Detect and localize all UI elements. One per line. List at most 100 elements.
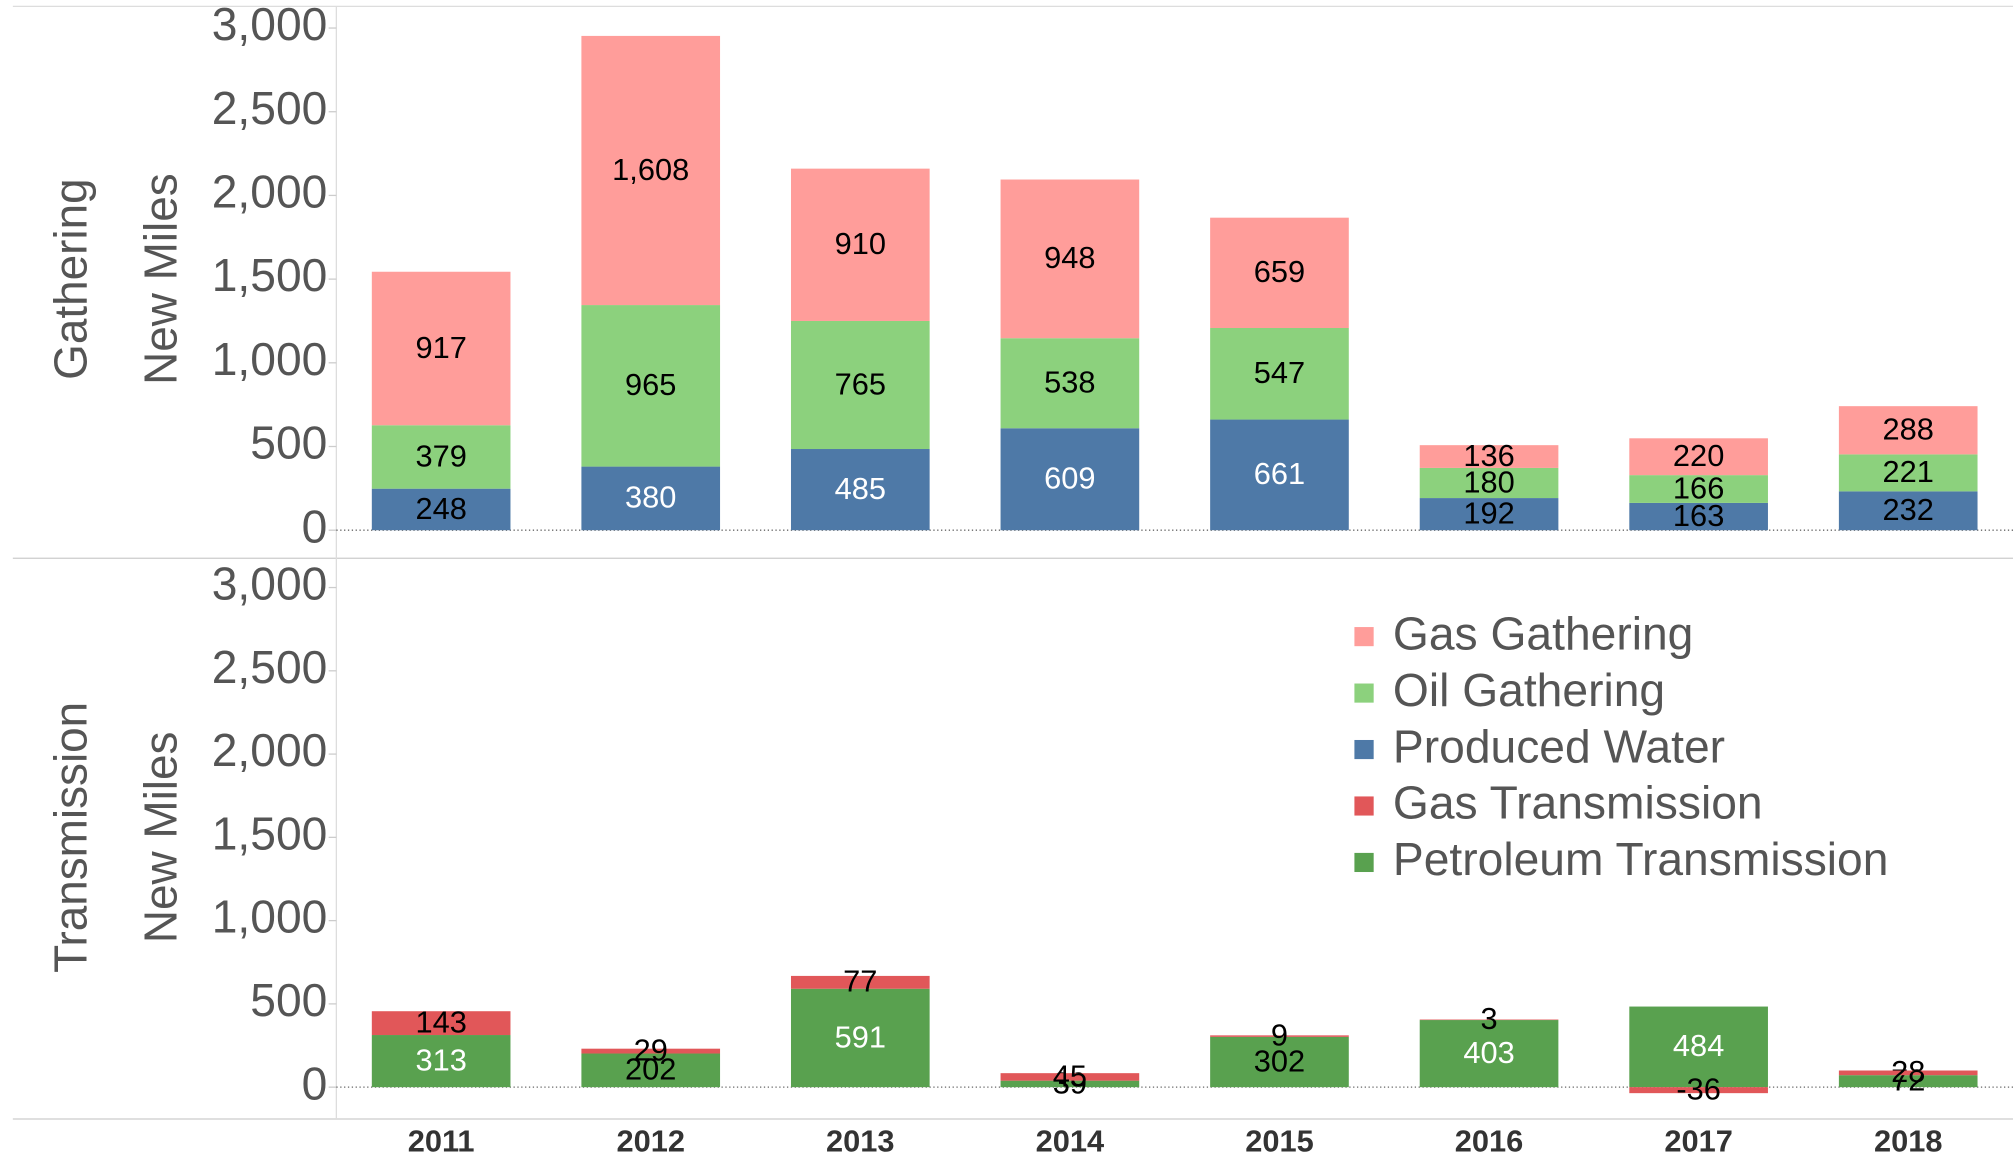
x-tick-label: 2011: [408, 1123, 475, 1158]
y-tick-label: 3,000: [212, 558, 328, 610]
bar-segment: [1210, 1035, 1349, 1037]
x-tick-label: 2012: [616, 1123, 685, 1158]
data-label: 3: [1480, 1001, 1497, 1036]
data-label: 379: [415, 438, 466, 473]
bar-segment: [790, 988, 930, 1088]
legend-swatch: [1354, 739, 1374, 760]
data-label: 28: [1891, 1054, 1925, 1089]
legend-label: Gas Gathering: [1393, 608, 1693, 660]
data-label: 484: [1673, 1028, 1724, 1063]
data-label: 910: [835, 226, 886, 261]
bar-segment: [581, 35, 721, 306]
bar-segment: [1419, 1020, 1559, 1088]
legend-label: Produced Water: [1393, 720, 1725, 772]
bar-segment: [1000, 179, 1140, 339]
bar-segment: [1419, 445, 1559, 468]
data-label: 180: [1463, 464, 1514, 499]
data-label: 232: [1883, 492, 1934, 527]
y-tick-label: 0: [302, 1057, 328, 1109]
data-label: 313: [415, 1043, 466, 1078]
bar-segment: [1210, 419, 1349, 531]
bar-segment: [1210, 1036, 1349, 1088]
legend-label: Petroleum Transmission: [1393, 833, 1889, 885]
bar-segment: [1838, 406, 1978, 455]
bar-segment: [1838, 1070, 1978, 1076]
y-tick-label: 1,000: [212, 891, 328, 943]
x-tick-label: 2016: [1455, 1123, 1524, 1158]
bar-segment: [1838, 454, 1978, 492]
y-tick-label: 1,500: [212, 808, 328, 860]
y-tick-label: 0: [302, 500, 328, 552]
bar-segment: [790, 320, 930, 450]
data-label: 9: [1271, 1018, 1288, 1053]
x-tick-label: 2013: [826, 1123, 895, 1158]
y-axis-label: New Miles: [134, 732, 186, 944]
data-label: 1,608: [612, 152, 689, 187]
data-label: 380: [625, 480, 676, 515]
data-label: 288: [1883, 412, 1934, 447]
data-label: 609: [1044, 461, 1095, 496]
bar-segment: [371, 271, 511, 426]
bar-segment: [581, 1053, 721, 1088]
bar-segment: [790, 449, 930, 531]
data-label: 45: [1053, 1058, 1087, 1093]
data-label: 221: [1883, 454, 1934, 489]
bar-segment: [1210, 327, 1349, 420]
data-label: 403: [1463, 1035, 1514, 1070]
data-label: 248: [415, 491, 466, 526]
data-label: 220: [1673, 438, 1724, 473]
y-tick-label: 2,500: [212, 641, 328, 693]
y-tick-label: 2,000: [212, 724, 328, 776]
bar-segment: [371, 1035, 511, 1088]
y-axis-label: New Miles: [134, 173, 186, 385]
y-tick-label: 3,000: [212, 0, 328, 50]
y-tick-label: 2,500: [212, 82, 328, 134]
bar-segment: [790, 975, 930, 989]
x-tick-label: 2014: [1036, 1123, 1105, 1158]
bar-segment: [1000, 1080, 1140, 1088]
legend-swatch: [1354, 796, 1374, 816]
y-tick-label: 1,000: [212, 333, 328, 385]
data-label: 917: [415, 330, 466, 365]
bar-segment: [371, 488, 511, 531]
data-label: 136: [1463, 438, 1514, 473]
legend-swatch: [1354, 683, 1374, 703]
bar-segment: [1629, 1006, 1768, 1088]
data-label: 547: [1254, 355, 1305, 390]
legend-label: Gas Transmission: [1393, 777, 1763, 829]
panel-label: Gathering: [45, 178, 97, 379]
data-label: 29: [634, 1033, 668, 1068]
data-label: 77: [843, 964, 877, 999]
bar-segment: [1419, 498, 1559, 531]
data-label: 143: [415, 1005, 466, 1040]
data-label: 765: [835, 366, 886, 401]
panel-label: Transmission: [45, 702, 97, 973]
x-tick-label: 2017: [1664, 1123, 1733, 1158]
bar-segment: [371, 425, 511, 489]
data-label: -36: [1676, 1072, 1721, 1107]
legend-label: Oil Gathering: [1393, 664, 1665, 716]
bar-segment: [1000, 428, 1140, 531]
bar-segment: [371, 1011, 511, 1036]
y-tick-label: 500: [250, 417, 327, 469]
data-label: 661: [1254, 456, 1305, 491]
data-label: 72: [1891, 1063, 1925, 1098]
x-tick-label: 2018: [1874, 1123, 1943, 1158]
data-label: 163: [1673, 498, 1724, 533]
data-label: 192: [1463, 496, 1514, 531]
data-label: 965: [625, 367, 676, 402]
bar-segment: [581, 1048, 721, 1054]
y-tick-label: 1,500: [212, 249, 328, 301]
data-label: 39: [1053, 1065, 1087, 1100]
x-tick-label: 2015: [1245, 1123, 1314, 1158]
bar-segment: [790, 168, 930, 321]
bar-segment: [1838, 491, 1978, 531]
bar-segment: [1000, 1073, 1140, 1081]
data-label: 591: [835, 1019, 886, 1054]
bar-segment: [1629, 475, 1768, 503]
bar-segment: [1838, 1075, 1978, 1088]
bar-segment: [1419, 467, 1559, 499]
bar-segment: [1629, 1087, 1768, 1094]
